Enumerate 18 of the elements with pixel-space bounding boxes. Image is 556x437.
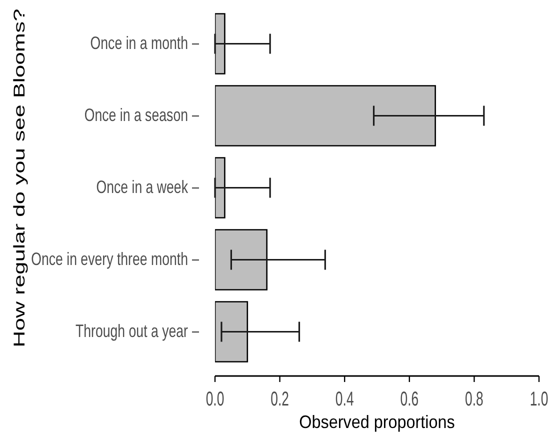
x-tick-label: 0.0 [206,388,224,410]
y-tick-label: Once in a week [96,178,188,198]
x-tick-label: 1.0 [530,388,548,410]
y-tick-label: Once in a month [90,34,188,54]
x-tick-label: 0.4 [335,388,354,410]
x-tick-label: 0.2 [270,388,289,410]
bar [215,157,226,218]
y-tick-label: Once in every three month [31,250,188,270]
x-tick-label: 0.6 [400,388,419,410]
y-tick-label: Through out a year [75,322,189,342]
bar [215,229,268,290]
x-tick-label: 0.8 [465,388,484,410]
y-axis-title: How regular do you see Blooms? [9,8,29,350]
x-axis-title: Observed proportions [299,412,455,432]
bar [215,85,436,146]
bar [215,13,226,74]
bar [215,301,248,362]
y-tick-label: Once in a season [84,106,188,126]
